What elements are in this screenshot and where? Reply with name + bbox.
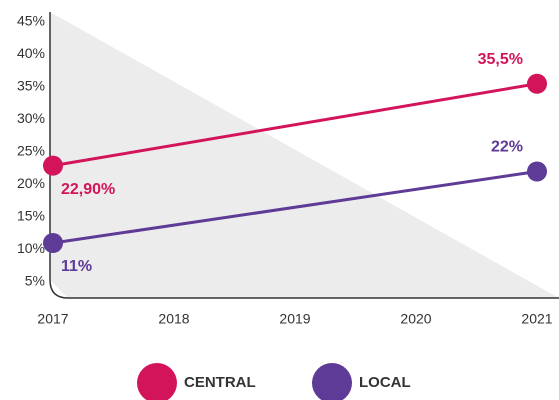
line (52, 170, 538, 245)
y-tick-label: 40% (17, 45, 45, 61)
legend-label: LOCAL (359, 374, 411, 391)
point (43, 233, 63, 253)
data-label: 11% (61, 258, 92, 275)
x-tick-label: 2019 (279, 311, 310, 327)
y-tick-label: 10% (17, 240, 45, 256)
point (43, 155, 63, 176)
x-tick-label: 2021 (521, 311, 552, 327)
y-tick-label: 30% (17, 110, 45, 126)
legend-label: CENTRAL (184, 374, 256, 391)
data-label: 22% (491, 139, 523, 156)
legend-marker (137, 363, 177, 400)
point (527, 161, 547, 182)
y-tick-label: 15% (17, 208, 45, 224)
background-triangle (50, 12, 559, 298)
x-tick-label: 2020 (400, 311, 431, 327)
data-label: 22,90% (61, 181, 115, 198)
y-tick-label: 20% (17, 175, 45, 191)
y-tick-label: 5% (25, 273, 45, 289)
x-tick-label: 2018 (158, 311, 189, 327)
point (527, 73, 547, 94)
y-tick-label: 45% (17, 13, 45, 29)
data-label: 35,5% (478, 51, 523, 68)
axis (49, 12, 559, 299)
legend-marker (312, 363, 352, 400)
x-tick-label: 2017 (37, 311, 68, 327)
y-tick-label: 35% (17, 78, 45, 94)
y-tick-label: 25% (17, 143, 45, 159)
line (52, 82, 538, 168)
